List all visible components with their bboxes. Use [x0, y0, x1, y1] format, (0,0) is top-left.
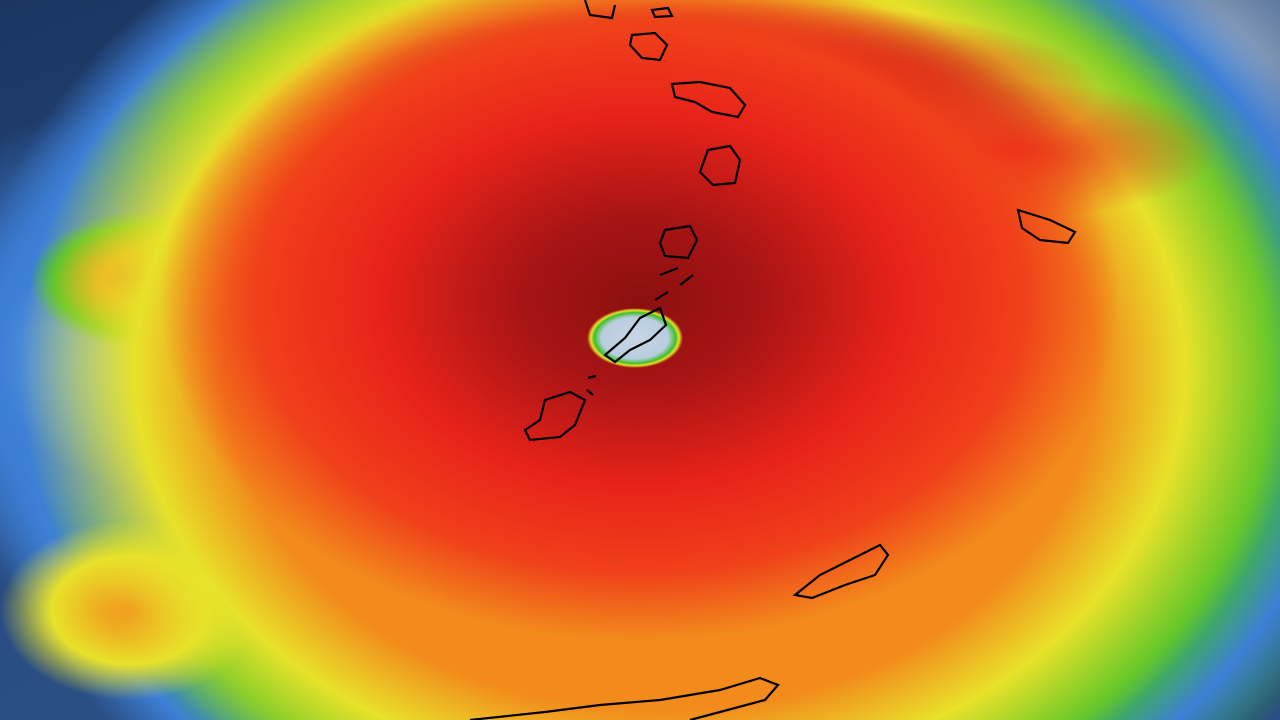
island-outline: [658, 224, 699, 260]
island-outline: [583, 0, 617, 20]
island-outline: [1016, 208, 1077, 245]
island-outline: [586, 374, 597, 396]
island-outline: [650, 6, 674, 19]
island-outline: [469, 676, 780, 720]
island-outline: [628, 31, 669, 62]
island-outline: [698, 144, 742, 187]
island-outline: [792, 543, 890, 600]
island-outline: [523, 390, 587, 442]
island-outline: [603, 266, 694, 364]
island-outline: [670, 80, 747, 119]
